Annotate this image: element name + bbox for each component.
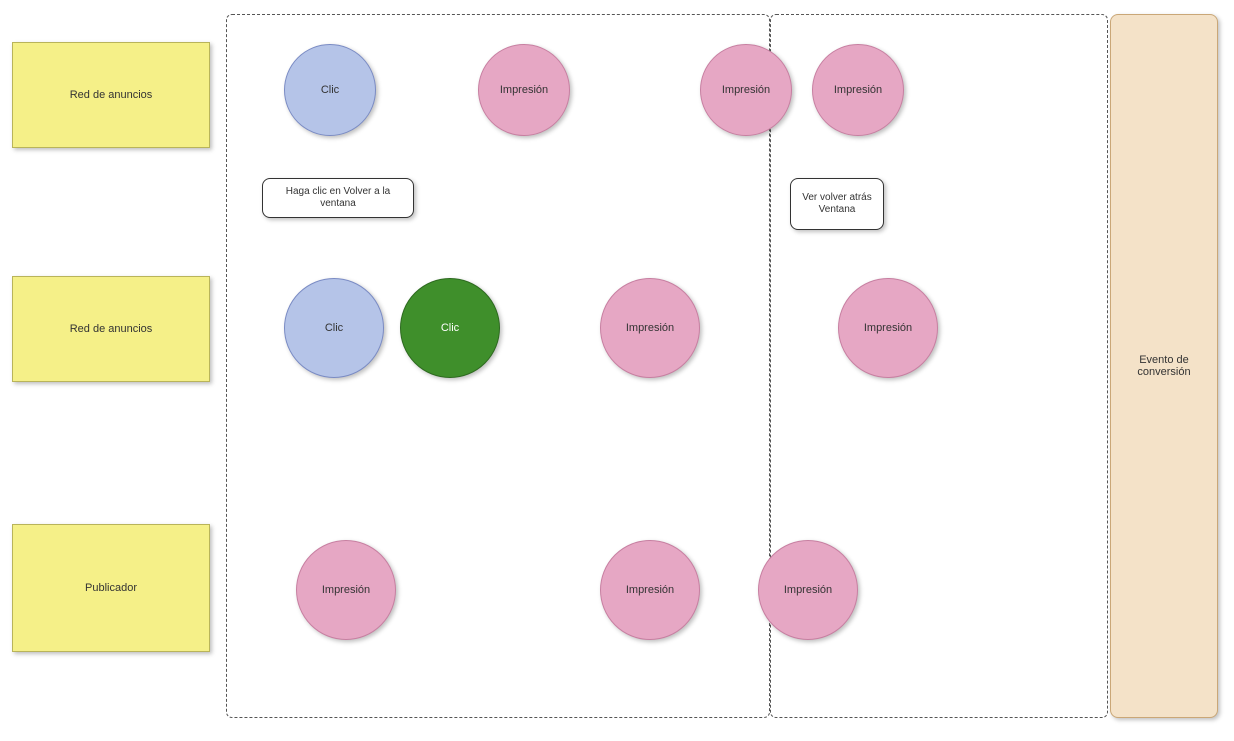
r1-impresion-3: Impresión	[812, 44, 904, 136]
r2-impresion-1: Impresión	[600, 278, 700, 378]
r1-impresion-2-label: Impresión	[722, 84, 770, 96]
row-box-3-label: Publicador	[85, 582, 137, 594]
r1-clic-label: Clic	[321, 84, 339, 96]
row-box-1: Red de anuncios	[12, 42, 210, 148]
r3-impresion-3-label: Impresión	[784, 584, 832, 596]
r2-clic-1: Clic	[284, 278, 384, 378]
r1-clic: Clic	[284, 44, 376, 136]
r2-impresion-2-label: Impresión	[864, 322, 912, 334]
r3-impresion-3: Impresión	[758, 540, 858, 640]
r1-impresion-3-label: Impresión	[834, 84, 882, 96]
r2-clic-2: Clic	[400, 278, 500, 378]
r1-impresion-2: Impresión	[700, 44, 792, 136]
r1-impresion-1-label: Impresión	[500, 84, 548, 96]
row-box-2: Red de anuncios	[12, 276, 210, 382]
row-box-3: Publicador	[12, 524, 210, 652]
diagram-canvas: Red de anuncios Red de anuncios Publicador…	[0, 0, 1234, 741]
r2-impresion-2: Impresión	[838, 278, 938, 378]
callout-view-back: Ver volver atrás Ventana	[790, 178, 884, 230]
r3-impresion-2-label: Impresión	[626, 584, 674, 596]
callout-click-back-label: Haga clic en Volver a la ventana	[271, 186, 405, 211]
r2-impresion-1-label: Impresión	[626, 322, 674, 334]
r3-impresion-2: Impresión	[600, 540, 700, 640]
r3-impresion-1: Impresión	[296, 540, 396, 640]
callout-view-back-label: Ver volver atrás Ventana	[799, 192, 875, 217]
r2-clic-2-label: Clic	[441, 322, 459, 334]
row-box-2-label: Red de anuncios	[70, 323, 153, 335]
r3-impresion-1-label: Impresión	[322, 584, 370, 596]
callout-click-back: Haga clic en Volver a la ventana	[262, 178, 414, 218]
row-box-1-label: Red de anuncios	[70, 89, 153, 101]
conversion-box-label: Evento de conversión	[1117, 354, 1211, 378]
r1-impresion-1: Impresión	[478, 44, 570, 136]
r2-clic-1-label: Clic	[325, 322, 343, 334]
conversion-box: Evento de conversión	[1110, 14, 1218, 718]
